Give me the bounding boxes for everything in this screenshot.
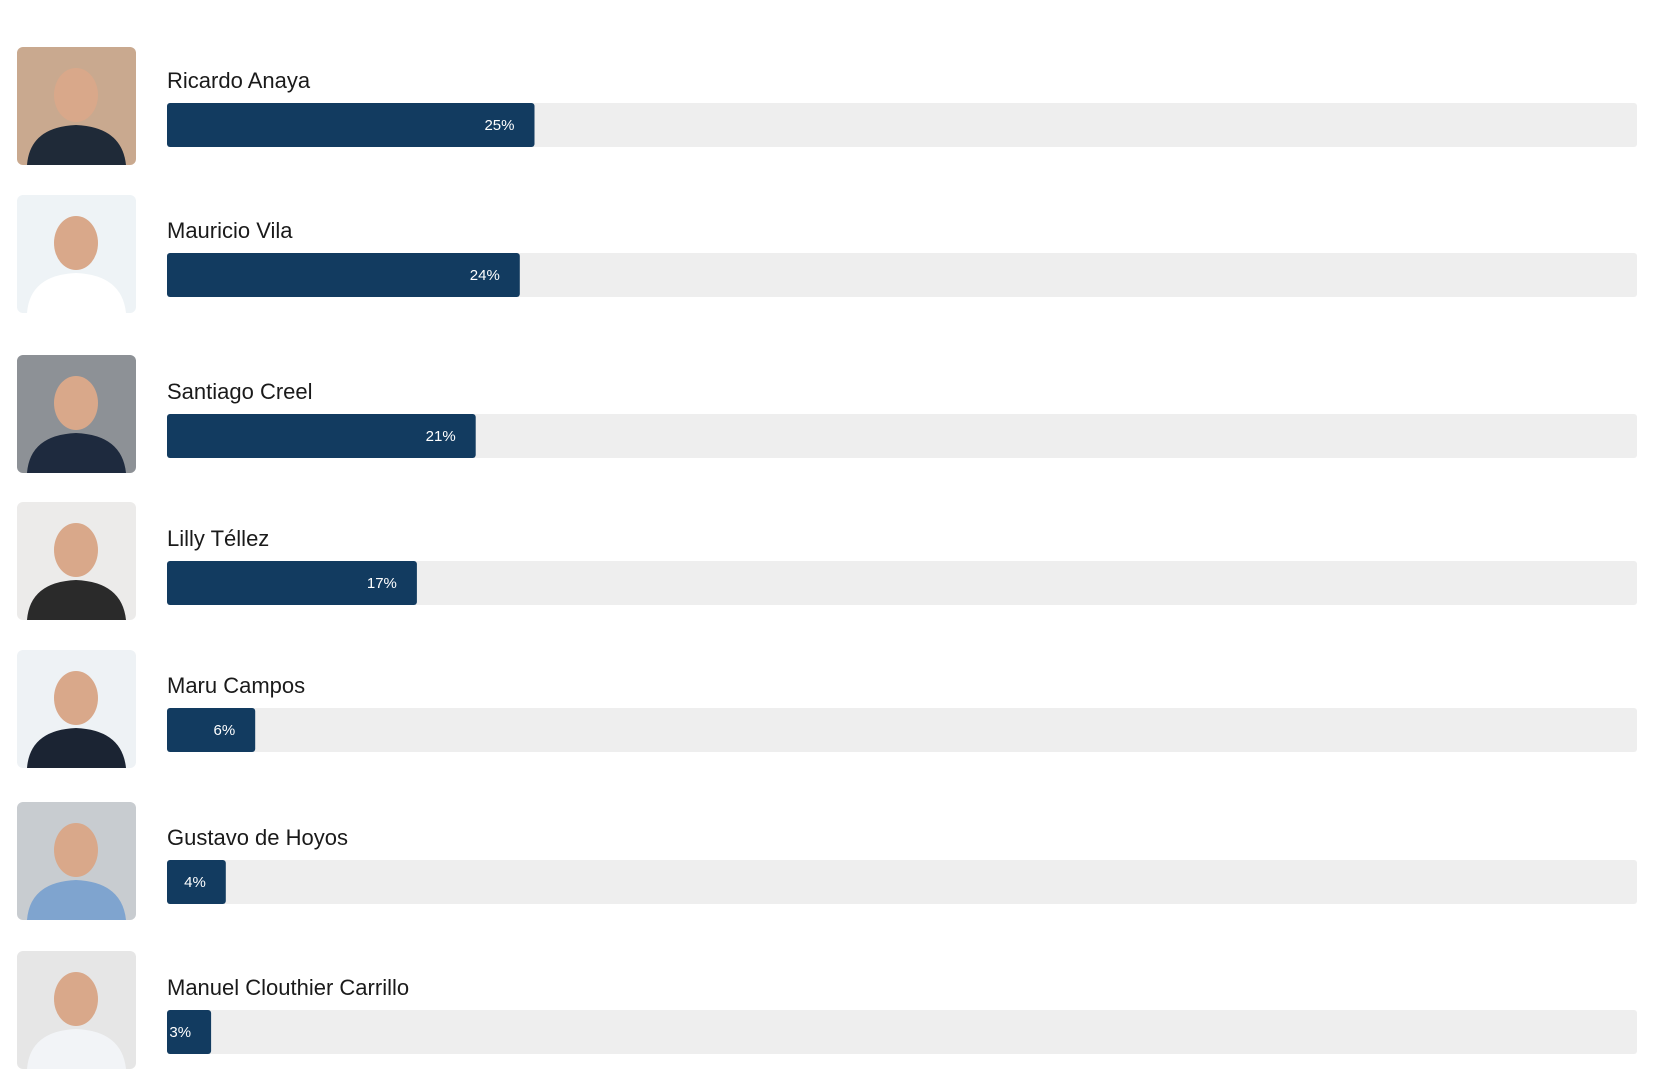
avatar-head [54, 68, 98, 122]
candidate-name: Santiago Creel [167, 379, 313, 404]
value-label: 4% [184, 874, 206, 891]
avatar-body [27, 580, 126, 620]
avatar-body [27, 433, 126, 473]
bar [167, 860, 226, 904]
avatar-head [54, 671, 98, 725]
candidate-name: Maru Campos [167, 673, 305, 698]
value-label: 3% [169, 1024, 191, 1041]
avatar [17, 951, 136, 1069]
bar [167, 103, 535, 147]
candidate-name: Manuel Clouthier Carrillo [167, 975, 409, 1000]
avatar-head [54, 972, 98, 1026]
value-label: 6% [214, 722, 236, 739]
bar-track [167, 860, 1637, 904]
avatar [17, 355, 136, 473]
bar [167, 1010, 212, 1054]
avatar [17, 502, 136, 620]
candidate-name: Lilly Téllez [167, 526, 269, 551]
candidate-name: Gustavo de Hoyos [167, 825, 348, 850]
avatar-head [54, 216, 98, 270]
bar [167, 561, 417, 605]
avatar-body [27, 125, 126, 165]
avatar [17, 47, 136, 165]
candidate-name: Mauricio Vila [167, 218, 293, 243]
value-label: 24% [470, 267, 500, 284]
avatar-head [54, 823, 98, 877]
bar-track [167, 1010, 1637, 1054]
bar [167, 253, 520, 297]
bar [167, 414, 476, 458]
value-label: 17% [367, 575, 397, 592]
avatar-head [54, 376, 98, 430]
bar-track [167, 414, 1637, 458]
bar-track [167, 253, 1637, 297]
bar [167, 708, 256, 752]
avatar-body [27, 273, 126, 313]
avatar-head [54, 523, 98, 577]
avatar [17, 802, 136, 920]
avatar-body [27, 880, 126, 920]
bar-track [167, 561, 1637, 605]
bar-track [167, 708, 1637, 752]
candidate-name: Ricardo Anaya [167, 68, 311, 93]
value-label: 21% [426, 428, 456, 445]
value-label: 25% [484, 117, 514, 134]
avatar [17, 650, 136, 768]
avatar-body [27, 1029, 126, 1069]
avatar [17, 195, 136, 313]
avatar-body [27, 728, 126, 768]
